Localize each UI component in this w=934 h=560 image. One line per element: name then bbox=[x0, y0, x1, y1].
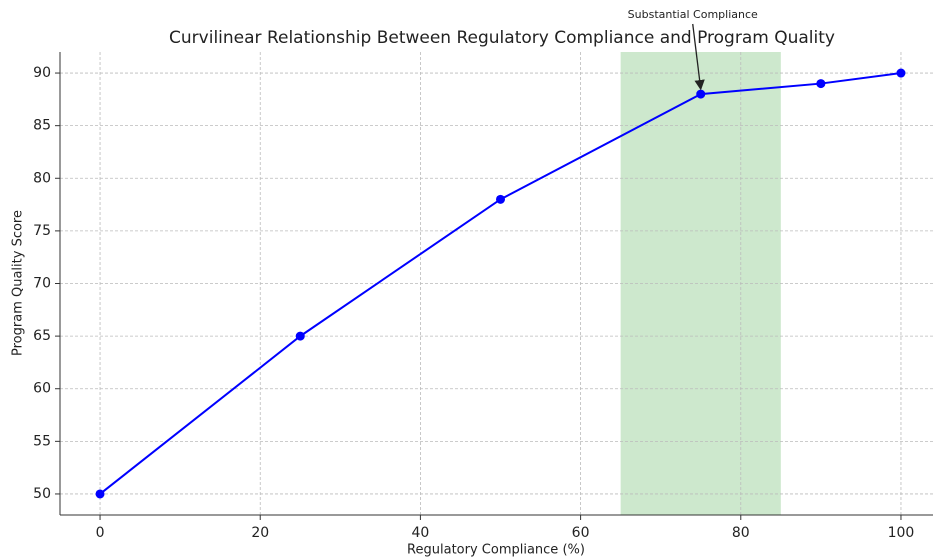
data-point bbox=[816, 79, 826, 89]
x-tick-label: 0 bbox=[96, 525, 105, 541]
y-tick-label: 75 bbox=[33, 223, 51, 239]
y-axis-label: Program Quality Score bbox=[11, 210, 26, 356]
y-tick-label: 80 bbox=[33, 170, 51, 186]
x-tick-label: 20 bbox=[251, 525, 269, 541]
x-axis-label: Regulatory Compliance (%) bbox=[407, 543, 585, 558]
y-tick-label: 55 bbox=[33, 433, 51, 449]
x-tick-label: 80 bbox=[732, 525, 750, 541]
y-tick-label: 50 bbox=[33, 486, 51, 502]
y-tick-label: 70 bbox=[33, 276, 51, 292]
data-point bbox=[696, 89, 706, 99]
data-point bbox=[95, 489, 105, 499]
data-point bbox=[295, 331, 305, 341]
x-tick-label: 60 bbox=[572, 525, 590, 541]
data-point bbox=[496, 194, 506, 204]
series-line bbox=[99, 72, 902, 495]
y-tick-label: 90 bbox=[33, 65, 51, 81]
y-tick-label: 60 bbox=[33, 381, 51, 397]
annotation-arrow bbox=[692, 23, 705, 91]
annotation-text: Substantial Compliance bbox=[628, 8, 758, 21]
x-tick-label: 100 bbox=[888, 525, 915, 541]
data-point bbox=[896, 68, 906, 78]
x-tick-label: 40 bbox=[411, 525, 429, 541]
chart-title: Curvilinear Relationship Between Regulat… bbox=[169, 28, 835, 48]
y-tick-label: 85 bbox=[33, 118, 51, 134]
y-tick-label: 65 bbox=[33, 328, 51, 344]
